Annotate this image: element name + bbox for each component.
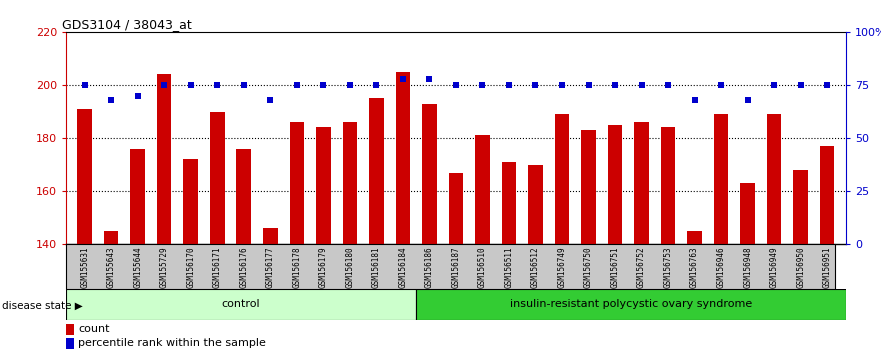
Bar bbox=[66, 338, 74, 349]
Bar bbox=[263, 228, 278, 244]
Bar bbox=[66, 289, 416, 320]
Bar bbox=[687, 231, 702, 244]
Bar bbox=[448, 172, 463, 244]
Bar bbox=[634, 122, 648, 244]
Text: percentile rank within the sample: percentile rank within the sample bbox=[78, 338, 266, 348]
Bar bbox=[529, 165, 543, 244]
Text: insulin-resistant polycystic ovary syndrome: insulin-resistant polycystic ovary syndr… bbox=[509, 299, 751, 309]
Point bbox=[794, 82, 808, 88]
Text: GSM156949: GSM156949 bbox=[770, 246, 779, 288]
Text: GSM155643: GSM155643 bbox=[107, 246, 115, 288]
Bar bbox=[475, 135, 490, 244]
Text: GSM156186: GSM156186 bbox=[425, 246, 434, 288]
Text: disease state ▶: disease state ▶ bbox=[2, 301, 83, 311]
Bar bbox=[766, 114, 781, 244]
Bar bbox=[416, 289, 846, 320]
Text: GSM156950: GSM156950 bbox=[796, 246, 805, 288]
Point bbox=[290, 82, 304, 88]
Text: GSM156750: GSM156750 bbox=[584, 246, 593, 288]
Bar bbox=[66, 324, 74, 335]
Text: GSM156178: GSM156178 bbox=[292, 246, 301, 288]
Bar bbox=[581, 130, 596, 244]
Text: GSM155729: GSM155729 bbox=[159, 246, 168, 288]
Point bbox=[448, 82, 463, 88]
Bar bbox=[236, 149, 251, 244]
Point bbox=[634, 82, 648, 88]
Text: GSM156170: GSM156170 bbox=[186, 246, 196, 288]
Point bbox=[581, 82, 596, 88]
Point bbox=[396, 76, 410, 81]
Bar bbox=[608, 125, 622, 244]
Bar bbox=[369, 98, 383, 244]
Text: GSM156179: GSM156179 bbox=[319, 246, 328, 288]
Text: GSM156510: GSM156510 bbox=[478, 246, 487, 288]
Text: GSM155631: GSM155631 bbox=[80, 246, 89, 288]
Text: GSM156176: GSM156176 bbox=[240, 246, 248, 288]
Text: GSM156181: GSM156181 bbox=[372, 246, 381, 288]
Text: count: count bbox=[78, 324, 110, 334]
Text: GSM156187: GSM156187 bbox=[451, 246, 461, 288]
Bar bbox=[130, 149, 145, 244]
Text: GSM156948: GSM156948 bbox=[744, 246, 752, 288]
Bar bbox=[396, 72, 411, 244]
Bar bbox=[290, 122, 304, 244]
Text: GSM156752: GSM156752 bbox=[637, 246, 646, 288]
Bar bbox=[422, 103, 437, 244]
Bar bbox=[661, 127, 676, 244]
Point bbox=[237, 82, 251, 88]
Point bbox=[263, 97, 278, 103]
Point bbox=[157, 82, 171, 88]
Point bbox=[211, 82, 225, 88]
Bar bbox=[316, 127, 330, 244]
Point bbox=[502, 82, 516, 88]
Point bbox=[767, 82, 781, 88]
Point bbox=[316, 82, 330, 88]
Point bbox=[820, 82, 834, 88]
Point bbox=[608, 82, 622, 88]
Point bbox=[183, 82, 197, 88]
Text: GSM156951: GSM156951 bbox=[823, 246, 832, 288]
Point bbox=[422, 76, 436, 81]
Bar bbox=[714, 114, 729, 244]
Bar bbox=[183, 159, 198, 244]
Bar bbox=[78, 109, 92, 244]
Point bbox=[130, 93, 144, 98]
Point bbox=[78, 82, 92, 88]
Point bbox=[661, 82, 675, 88]
Point bbox=[476, 82, 490, 88]
Text: GSM156177: GSM156177 bbox=[266, 246, 275, 288]
Point bbox=[369, 82, 383, 88]
Text: GSM155644: GSM155644 bbox=[133, 246, 142, 288]
Bar bbox=[157, 74, 172, 244]
Point bbox=[687, 97, 701, 103]
Bar bbox=[794, 170, 808, 244]
Bar bbox=[210, 112, 225, 244]
Bar bbox=[104, 231, 118, 244]
Point bbox=[741, 97, 755, 103]
Text: GSM156184: GSM156184 bbox=[398, 246, 407, 288]
Text: GSM156749: GSM156749 bbox=[558, 246, 566, 288]
Point bbox=[104, 97, 118, 103]
Bar bbox=[740, 183, 755, 244]
Bar bbox=[343, 122, 357, 244]
Bar bbox=[820, 146, 834, 244]
Text: GSM156512: GSM156512 bbox=[531, 246, 540, 288]
Text: GDS3104 / 38043_at: GDS3104 / 38043_at bbox=[63, 18, 192, 31]
Text: GSM156171: GSM156171 bbox=[212, 246, 222, 288]
Point bbox=[343, 82, 357, 88]
Text: GSM156751: GSM156751 bbox=[611, 246, 619, 288]
Point bbox=[714, 82, 729, 88]
Text: GSM156946: GSM156946 bbox=[716, 246, 726, 288]
Bar bbox=[555, 114, 569, 244]
Bar bbox=[501, 162, 516, 244]
Text: GSM156180: GSM156180 bbox=[345, 246, 354, 288]
Point bbox=[529, 82, 543, 88]
Text: GSM156753: GSM156753 bbox=[663, 246, 672, 288]
Text: GSM156763: GSM156763 bbox=[690, 246, 700, 288]
Text: control: control bbox=[221, 299, 260, 309]
Text: GSM156511: GSM156511 bbox=[505, 246, 514, 288]
Point bbox=[555, 82, 569, 88]
